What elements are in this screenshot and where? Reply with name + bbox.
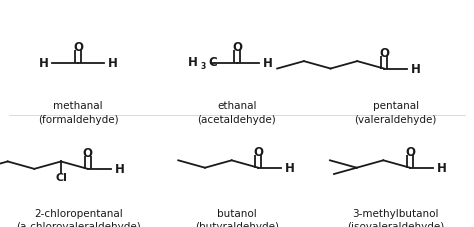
- Text: methanal
(formaldehyde): methanal (formaldehyde): [38, 101, 118, 124]
- Text: O: O: [379, 47, 389, 60]
- Text: C: C: [209, 56, 217, 69]
- Text: H: H: [39, 57, 49, 70]
- Text: H: H: [437, 161, 447, 175]
- Text: O: O: [73, 41, 83, 54]
- Text: O: O: [405, 146, 415, 159]
- Text: 3: 3: [200, 61, 206, 70]
- Text: H: H: [285, 161, 295, 175]
- Text: O: O: [232, 41, 242, 54]
- Text: 2-chloropentanal
(a-chlorovaleraldehyde): 2-chloropentanal (a-chlorovaleraldehyde): [16, 208, 141, 227]
- Text: O: O: [82, 147, 93, 160]
- Text: O: O: [253, 146, 264, 159]
- Text: H: H: [114, 163, 124, 176]
- Text: H: H: [263, 57, 273, 70]
- Text: 3-methylbutanol
(isovaleraldehyde): 3-methylbutanol (isovaleraldehyde): [347, 208, 445, 227]
- Text: butanol
(butyraldehyde): butanol (butyraldehyde): [195, 208, 279, 227]
- Text: H: H: [108, 57, 117, 70]
- Text: ethanal
(acetaldehyde): ethanal (acetaldehyde): [198, 101, 276, 124]
- Text: Cl: Cl: [55, 172, 67, 182]
- Text: H: H: [188, 56, 198, 69]
- Text: H: H: [410, 63, 420, 76]
- Text: pentanal
(valeraldehyde): pentanal (valeraldehyde): [355, 101, 437, 124]
